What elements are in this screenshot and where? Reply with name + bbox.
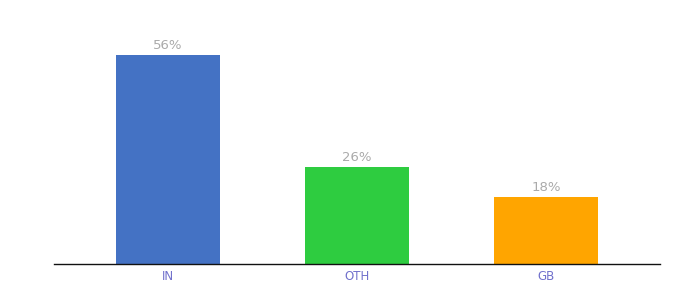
Text: 18%: 18% — [531, 181, 561, 194]
Bar — [494, 197, 598, 264]
Bar — [116, 55, 220, 264]
Bar — [305, 167, 409, 264]
Text: 26%: 26% — [342, 151, 372, 164]
Text: 56%: 56% — [153, 39, 183, 52]
